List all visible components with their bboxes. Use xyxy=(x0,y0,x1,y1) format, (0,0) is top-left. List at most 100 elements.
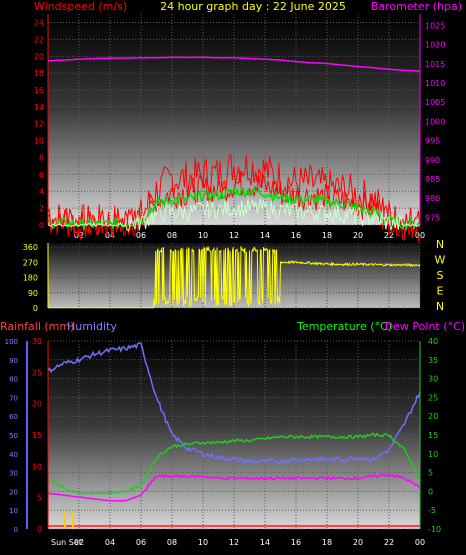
barometer-tick-label: 1025 xyxy=(425,22,445,31)
climate-x-tick-label: 18 xyxy=(322,538,332,547)
temperature-tick-label: 35 xyxy=(428,356,438,365)
sunset-label: Sun Set xyxy=(51,538,82,547)
climate-x-tick-label: 22 xyxy=(384,538,394,547)
wind-x-tick-label: 16 xyxy=(291,231,301,240)
graph-title: 24 hour graph day : 22 June 2025 xyxy=(160,0,346,13)
climate-grid xyxy=(48,340,421,530)
climate-x-tick-label: 20 xyxy=(353,538,363,547)
rain-tick-label: 10 xyxy=(32,462,42,471)
wind-tick-label: 16 xyxy=(34,86,44,95)
direction-tick-label: 90 xyxy=(28,289,38,298)
temperature-tick-label: 5 xyxy=(428,469,433,478)
wind-x-tick-label: 18 xyxy=(322,231,332,240)
barometer-tick-label: 980 xyxy=(425,194,440,203)
humidity-label: Humidity xyxy=(67,320,117,333)
rain-tick-label: 25 xyxy=(32,368,42,377)
wind-x-tick-label: 04 xyxy=(105,231,115,240)
wind-x-tick-label: 14 xyxy=(260,231,270,240)
barometer-tick-label: 1005 xyxy=(425,98,445,107)
wind-direction-line xyxy=(48,245,421,309)
wind-tick-label: 20 xyxy=(34,52,44,61)
climate-x-tick-label: 08 xyxy=(167,538,177,547)
compass-label: E xyxy=(437,285,444,298)
barometer-label: Barometer (hpa) xyxy=(371,0,462,13)
rain-tick-label: 30 xyxy=(32,337,42,346)
humidity-tick-label: 10 xyxy=(9,507,18,515)
climate-x-tick-label: 00 xyxy=(415,538,425,547)
compass-label: W xyxy=(435,254,446,267)
humidity-tick-label: 40 xyxy=(9,451,18,459)
temperature-line xyxy=(47,432,421,495)
wind-tick-label: 4 xyxy=(39,187,44,196)
barometer-tick-label: 975 xyxy=(425,213,440,222)
wind-tick-label: 12 xyxy=(34,120,44,129)
compass-label: N xyxy=(436,238,444,251)
rain-tick-label: 15 xyxy=(32,431,42,440)
compass-label: N xyxy=(436,300,444,313)
wind-tick-label: 22 xyxy=(34,35,44,44)
direction-tick-label: 180 xyxy=(23,274,38,283)
wind-series xyxy=(47,56,421,243)
humidity-tick-label: 60 xyxy=(9,413,18,421)
humidity-tick-label: 100 xyxy=(5,338,18,346)
direction-tick-label: 0 xyxy=(33,304,38,313)
barometer-tick-label: 1020 xyxy=(425,41,445,50)
climate-x-tick-label: 16 xyxy=(291,538,301,547)
barometer-tick-label: 1015 xyxy=(425,60,445,69)
wind-tick-label: 18 xyxy=(34,69,44,78)
rain-tick-label: 0 xyxy=(37,525,42,534)
barometer-line xyxy=(47,56,421,72)
temperature-tick-label: 25 xyxy=(428,393,438,402)
climate-x-tick-label: 04 xyxy=(105,538,115,547)
wind-direction-avg-line xyxy=(47,198,421,232)
humidity-tick-label: 80 xyxy=(9,376,18,384)
temperature-tick-label: 40 xyxy=(428,337,438,346)
wind-tick-label: 10 xyxy=(34,137,44,146)
humidity-tick-label: 50 xyxy=(9,432,18,440)
wind-x-tick-label: 06 xyxy=(136,231,146,240)
humidity-tick-label: 0 xyxy=(14,526,18,534)
rain-y-ticks: 0 5 10 15 20 25 30 xyxy=(32,337,42,534)
temperature-tick-label: -5 xyxy=(428,506,436,515)
wind-tick-label: 2 xyxy=(39,204,44,213)
wind-tick-label: 14 xyxy=(34,103,44,112)
barometer-y-ticks: 975 980 985 990 995 1000 1005 1010 1015 1020 1025 xyxy=(425,22,445,223)
dewpoint-line xyxy=(47,473,421,502)
wind-x-tick-label: 08 xyxy=(167,231,177,240)
wind-x-tick-label: 00 xyxy=(415,231,425,240)
climate-x-tick-label: 06 xyxy=(136,538,146,547)
direction-series xyxy=(48,245,421,309)
wind-x-tick-label: 12 xyxy=(229,231,239,240)
direction-tick-label: 360 xyxy=(23,243,38,252)
barometer-tick-label: 995 xyxy=(425,137,440,146)
windspeed-label: Windspeed (m/s) xyxy=(34,0,127,13)
climate-x-tick-label: 12 xyxy=(229,538,239,547)
wind-x-ticks: 02 04 06 08 10 12 14 16 18 20 22 00 xyxy=(74,231,425,240)
compass-label: S xyxy=(437,269,444,282)
climate-x-tick-label: 10 xyxy=(198,538,208,547)
temperature-tick-label: 10 xyxy=(428,450,438,459)
humidity-tick-label: 20 xyxy=(9,488,18,496)
direction-y-ticks: 0 90 180 270 360 xyxy=(23,243,38,313)
temperature-y-ticks: -10 -5 0 5 10 15 20 25 30 35 40 xyxy=(428,337,441,534)
barometer-tick-label: 985 xyxy=(425,175,440,184)
wind-tick-label: 8 xyxy=(39,153,44,162)
humidity-tick-label: 30 xyxy=(9,470,18,478)
temperature-tick-label: 0 xyxy=(428,487,433,496)
temperature-tick-label: 15 xyxy=(428,431,438,440)
climate-x-tick-label: 14 xyxy=(260,538,270,547)
wind-x-tick-label: 22 xyxy=(384,231,394,240)
humidity-line xyxy=(47,342,421,465)
humidity-y-ticks: 0 10 20 30 40 50 60 70 80 90 100 xyxy=(5,338,18,534)
wind-tick-label: 0 xyxy=(39,221,44,230)
rain-tick-label: 5 xyxy=(37,494,42,503)
humidity-tick-label: 70 xyxy=(9,394,18,402)
barometer-tick-label: 1010 xyxy=(425,79,445,88)
rainfall-label: Rainfall (mm) xyxy=(0,320,74,333)
barometer-tick-label: 990 xyxy=(425,156,440,165)
wind-average-line xyxy=(47,185,421,232)
